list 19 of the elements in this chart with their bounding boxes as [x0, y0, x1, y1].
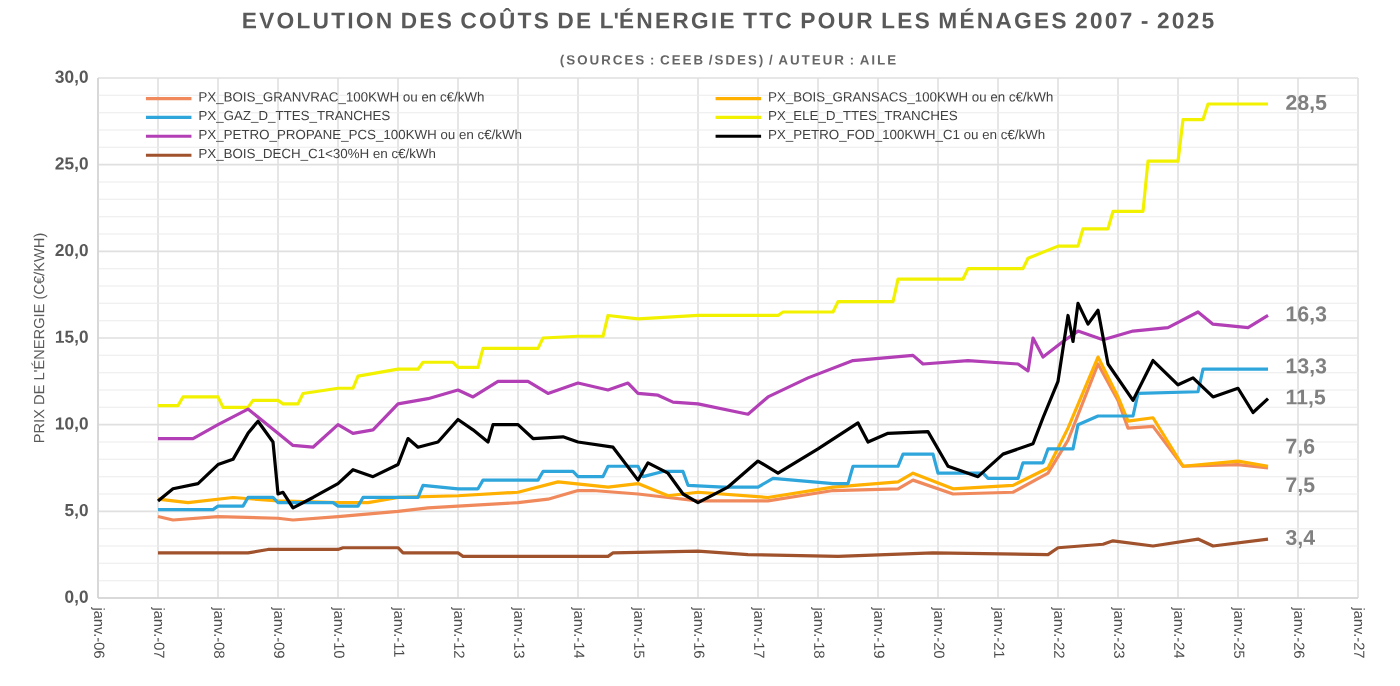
line-series	[156, 537, 1270, 558]
annotation: 13,3	[1286, 358, 1327, 377]
annotation: 7,5	[1286, 477, 1315, 496]
annotation: 3,4	[1285, 529, 1315, 549]
y-tick-label: 0,0	[65, 590, 88, 606]
annotation: 11,5	[1286, 389, 1326, 408]
y-tick-label: 25,0	[55, 157, 88, 173]
y-tick-label: 15,0	[55, 330, 88, 346]
line-series	[156, 301, 1270, 510]
line-series	[156, 102, 1270, 409]
y-tick-label: 30,0	[55, 70, 88, 86]
annotation: 7,6	[1286, 438, 1315, 457]
y-tick-label: 5,0	[65, 503, 88, 519]
line-series	[156, 310, 1270, 449]
y-tick-label: 20,0	[55, 243, 88, 259]
annotation: 28,5	[1286, 94, 1327, 114]
y-tick-label: 10,0	[55, 417, 88, 433]
chart-title: EVOLUTION DES COÛTS DE L'ÉNERGIE TTC POUR LES MÉNAGES 2007 - 2025	[243, 8, 1214, 29]
annotation: 16,3	[1286, 306, 1327, 325]
